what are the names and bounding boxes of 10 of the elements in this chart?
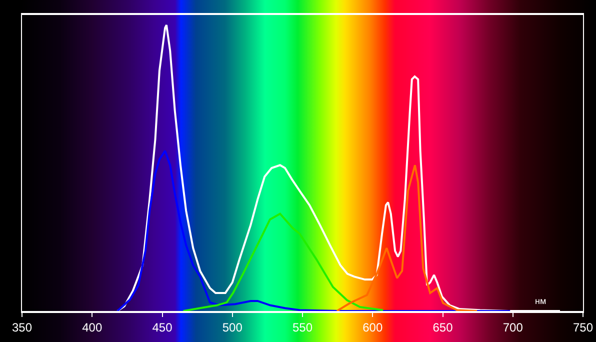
x-axis-title: нм <box>535 296 546 306</box>
x-tick-label: 650 <box>432 320 454 334</box>
x-tick-label: 400 <box>82 320 102 334</box>
x-tick-label: 500 <box>222 320 243 334</box>
x-tick-label: 450 <box>152 320 173 334</box>
x-tick-label: 700 <box>502 320 524 334</box>
x-tick-label: 750 <box>572 320 594 334</box>
x-tick-label: 550 <box>292 320 313 334</box>
x-tick-label: 600 <box>362 320 383 334</box>
x-tick-label: 350 <box>12 320 32 334</box>
